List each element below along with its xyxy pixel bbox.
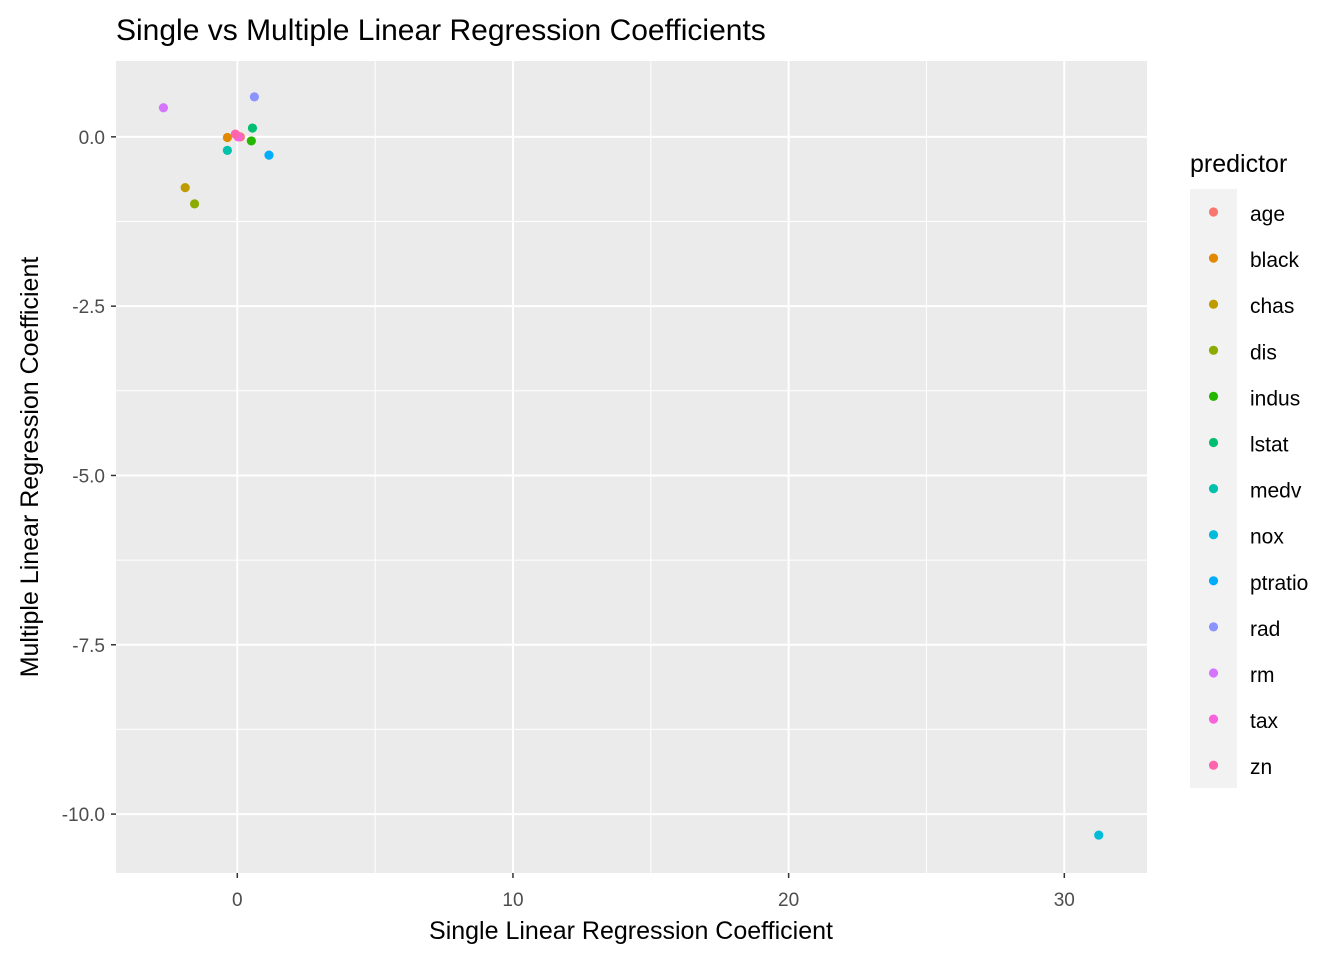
legend-label-age: age	[1250, 203, 1285, 226]
x-tick-label: 30	[1054, 890, 1075, 911]
data-point-ptratio	[264, 150, 274, 160]
legend-key-black	[1208, 253, 1219, 263]
major-gridlines	[116, 61, 1147, 873]
data-point-dis	[189, 199, 200, 209]
legend-label-medv: medv	[1250, 480, 1302, 503]
plot-panel	[116, 61, 1147, 873]
legend-label-indus: indus	[1250, 387, 1300, 410]
data-point-medv	[222, 145, 232, 155]
legend-key-indus	[1208, 391, 1219, 401]
x-tick-label: 10	[502, 890, 523, 911]
legend-title: predictor	[1190, 150, 1287, 178]
legend-label-nox: nox	[1250, 526, 1284, 549]
legend-key-lstat	[1208, 437, 1219, 448]
y-tick-label: 0.0	[79, 128, 105, 149]
data-point-indus	[246, 136, 256, 146]
data-point-nox	[1094, 830, 1104, 840]
data-point-rad	[249, 92, 259, 102]
data-point-lstat	[247, 123, 258, 133]
y-tick-label: -10.0	[62, 805, 105, 826]
legend-key-nox	[1208, 530, 1219, 540]
legend-key-rm	[1208, 668, 1219, 678]
legend-key-chas	[1208, 299, 1219, 309]
legend-key-dis	[1208, 345, 1219, 355]
x-tick-label: 0	[232, 890, 243, 911]
legend-label-chas: chas	[1250, 295, 1294, 318]
legend-key-age	[1208, 207, 1219, 217]
legend: predictor age black chas dis indus lstat medv n…	[1190, 150, 1308, 788]
y-tick-label: -5.0	[72, 466, 105, 487]
legend-label-tax: tax	[1250, 710, 1279, 733]
legend-key-ptratio	[1208, 576, 1219, 586]
minor-gridlines	[116, 61, 1147, 873]
data-point-black	[222, 132, 232, 143]
legend-key-medv	[1208, 484, 1219, 494]
legend-label-rad: rad	[1250, 618, 1280, 641]
y-tick-label: -2.5	[72, 297, 105, 318]
x-tick-label: 20	[778, 890, 799, 911]
x-axis-title: Single Linear Regression Coefficient	[429, 917, 833, 945]
legend-label-dis: dis	[1250, 341, 1277, 364]
y-axis-ticks: 0.0 -2.5 -5.0 -7.5 -10.0	[62, 128, 116, 826]
data-point-rm	[158, 103, 169, 113]
legend-label-ptratio: ptratio	[1250, 572, 1308, 595]
y-tick-label: -7.5	[72, 636, 105, 657]
legend-label-zn: zn	[1250, 756, 1272, 779]
legend-key-rad	[1208, 622, 1219, 632]
data-point-chas	[180, 183, 190, 193]
legend-key-zn	[1208, 760, 1219, 770]
y-axis-title: Multiple Linear Regression Coefficient	[16, 257, 44, 678]
x-axis-ticks: 0 10 20 30	[232, 873, 1075, 911]
legend-key-tax	[1208, 714, 1219, 724]
legend-label-black: black	[1250, 249, 1300, 272]
data-point-zn	[230, 129, 240, 139]
chart-title: Single vs Multiple Linear Regression Coe…	[116, 14, 766, 47]
legend-label-lstat: lstat	[1250, 434, 1289, 457]
data-points	[158, 92, 1104, 840]
legend-label-rm: rm	[1250, 664, 1275, 687]
legend-items: age black chas dis indus lstat medv nox ptratio r…	[1208, 203, 1308, 779]
